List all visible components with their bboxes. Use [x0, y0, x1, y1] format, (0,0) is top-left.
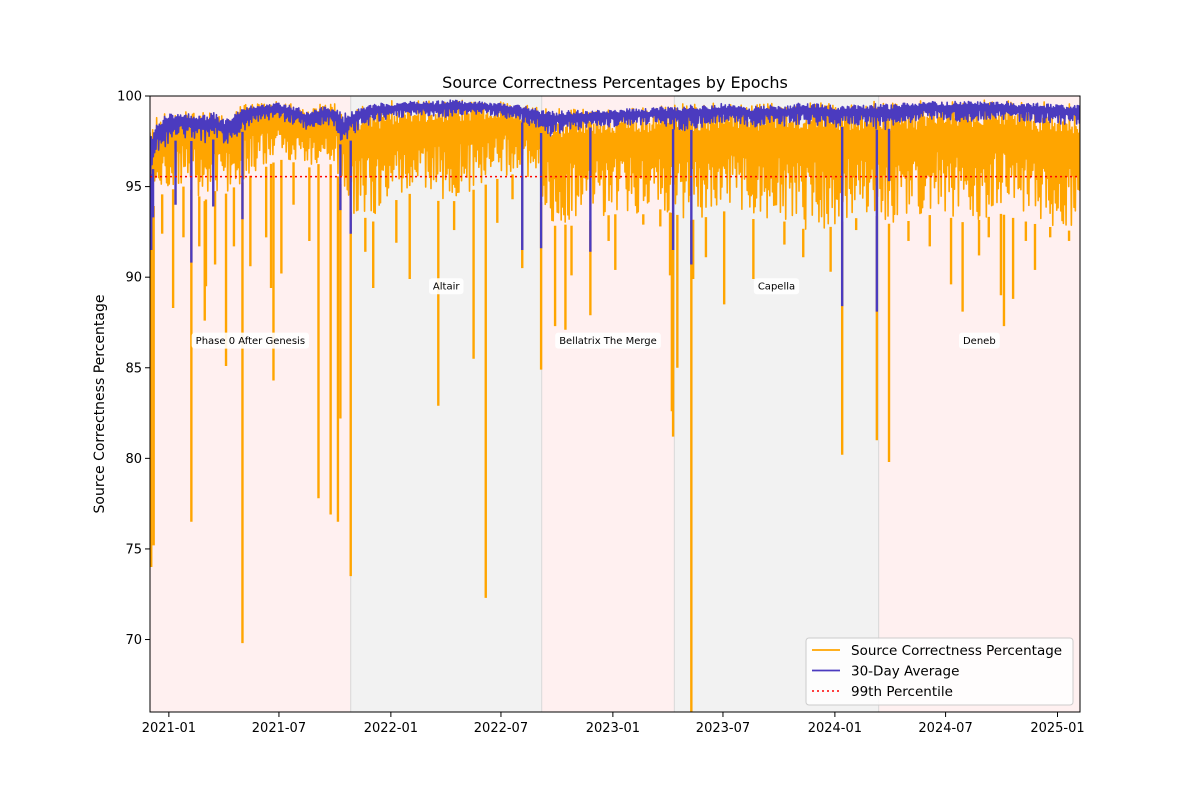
y-tick-label: 85 — [125, 361, 142, 376]
epoch-band — [350, 96, 542, 712]
y-tick-label: 100 — [117, 90, 142, 105]
legend-label: 30-Day Average — [851, 664, 959, 680]
x-tick-label: 2022-07 — [474, 721, 528, 736]
series-source-correctness — [150, 99, 1080, 712]
x-tick-label: 2023-01 — [586, 721, 640, 736]
epoch-label-background — [958, 332, 1000, 349]
x-tick-label: 2021-01 — [142, 721, 196, 736]
epoch-label-background — [555, 332, 661, 349]
epoch-label-background — [191, 332, 310, 349]
epoch-label-text: Deneb — [963, 336, 996, 347]
series-30-day-average — [150, 99, 1080, 312]
y-tick-label: 70 — [125, 633, 142, 648]
chart-title: Source Correctness Percentages by Epochs — [442, 73, 788, 92]
y-tick-label: 80 — [125, 452, 142, 467]
y-axis-label: Source Correctness Percentage — [92, 295, 108, 514]
epoch-labels: Phase 0 After Genesis Altair Bellatrix The… — [191, 278, 1000, 349]
epoch-label-text: Phase 0 After Genesis — [196, 336, 305, 347]
epoch-label: Altair — [428, 278, 464, 295]
x-tick-label: 2024-01 — [808, 721, 862, 736]
x-axis: 2021-01 2021-07 2022-01 2022-07 2023-01 2023-… — [142, 712, 1085, 736]
epoch-label-text: Altair — [433, 282, 460, 293]
epoch-label-text: Bellatrix The Merge — [559, 336, 657, 347]
legend: Source Correctness Percentage 30-Day Aver… — [805, 637, 1074, 706]
plot-frame — [149, 95, 1081, 713]
series-layer — [150, 99, 1080, 712]
series-line — [150, 99, 1080, 175]
epoch-label: Phase 0 After Genesis — [191, 332, 310, 349]
legend-box — [805, 637, 1074, 706]
epoch-label: Capella — [753, 278, 800, 295]
y-axis: 70 75 80 85 90 95 100 — [117, 90, 150, 648]
epoch-label: Bellatrix The Merge — [555, 332, 661, 349]
epoch-label: Deneb — [958, 332, 1000, 349]
epoch-label-background — [428, 278, 464, 295]
epoch-label-background — [753, 278, 800, 295]
x-tick-label: 2024-07 — [918, 721, 972, 736]
x-tick-label: 2025-01 — [1030, 721, 1084, 736]
y-tick-label: 75 — [125, 542, 142, 557]
y-tick-label: 95 — [125, 180, 142, 195]
x-tick-label: 2022-01 — [364, 721, 418, 736]
legend-label: Source Correctness Percentage — [851, 643, 1062, 659]
y-tick-label: 90 — [125, 271, 142, 286]
legend-label: 99th Percentile — [851, 684, 953, 700]
x-tick-label: 2021-07 — [252, 721, 306, 736]
x-tick-label: 2023-07 — [696, 721, 750, 736]
series-line — [150, 99, 1080, 230]
epoch-label-text: Capella — [758, 282, 795, 293]
